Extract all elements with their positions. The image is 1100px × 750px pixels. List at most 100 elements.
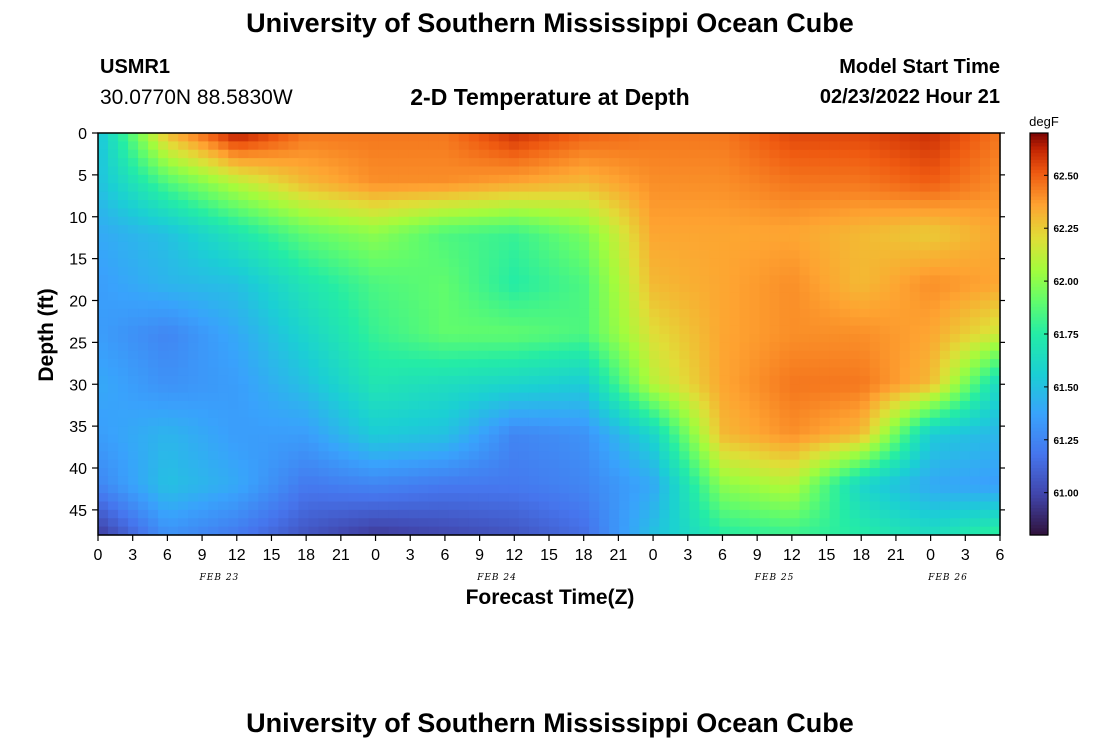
heatmap-cell (599, 183, 610, 193)
heatmap-cell (899, 359, 911, 369)
heatmap-cell (939, 518, 951, 528)
heatmap-cell (719, 509, 730, 519)
heatmap-cell (969, 468, 981, 477)
heatmap-cell (919, 518, 931, 528)
heatmap-cell (939, 275, 951, 285)
heatmap-cell (949, 359, 961, 369)
heatmap-cell (749, 191, 761, 201)
heatmap-cell (939, 141, 951, 151)
heatmap-cell (208, 501, 219, 511)
heatmap-cell (188, 476, 199, 486)
heatmap-cell (538, 459, 550, 469)
heatmap-cell (759, 308, 771, 318)
heatmap-cell (969, 241, 981, 251)
heatmap-cell (428, 258, 440, 268)
heatmap-cell (979, 484, 991, 494)
heatmap-cell (208, 292, 219, 302)
heatmap-cell (148, 409, 159, 419)
heatmap-cell (328, 384, 340, 394)
heatmap-cell (759, 501, 771, 511)
heatmap-cell (498, 459, 510, 469)
heatmap-cell (749, 233, 761, 243)
heatmap-cell (829, 459, 841, 469)
heatmap-cell (148, 459, 159, 469)
colorbar-segment (1030, 344, 1048, 348)
heatmap-cell (979, 267, 991, 276)
heatmap-cell (98, 434, 109, 444)
heatmap-cell (889, 476, 901, 486)
colorbar-segment (1030, 337, 1048, 342)
heatmap-cell (168, 191, 179, 201)
heatmap-cell (959, 476, 971, 486)
heatmap-cell (559, 434, 570, 444)
heatmap-cell (308, 233, 320, 243)
heatmap-cell (679, 417, 690, 427)
heatmap-cell (919, 258, 931, 268)
heatmap-cell (629, 149, 640, 159)
heatmap-cell (699, 426, 710, 436)
heatmap-cell (799, 149, 811, 159)
heatmap-cell (248, 258, 259, 268)
heatmap-cell (358, 501, 370, 511)
heatmap-cell (358, 191, 370, 201)
heatmap-cell (528, 183, 540, 193)
heatmap-cell (518, 384, 530, 394)
heatmap-cell (348, 183, 360, 193)
heatmap-cell (478, 283, 490, 293)
heatmap-cell (559, 267, 570, 276)
heatmap-cell (98, 409, 109, 419)
heatmap-cell (348, 493, 360, 503)
heatmap-cell (819, 459, 831, 469)
heatmap-cell (138, 225, 149, 235)
heatmap-cell (528, 392, 540, 402)
heatmap-cell (919, 451, 931, 461)
heatmap-cell (128, 208, 139, 218)
heatmap-cell (809, 133, 821, 142)
heatmap-cell (889, 459, 901, 469)
heatmap-cell (989, 476, 1001, 486)
heatmap-cell (949, 174, 961, 184)
heatmap-cell (268, 158, 279, 168)
heatmap-cell (679, 401, 690, 410)
heatmap-cell (809, 191, 821, 201)
heatmap-cell (288, 191, 300, 201)
heatmap-cell (438, 409, 450, 419)
heatmap-cell (398, 493, 410, 503)
heatmap-cell (288, 342, 300, 352)
heatmap-cell (178, 526, 189, 536)
heatmap-cell (989, 484, 1001, 494)
heatmap-cell (659, 359, 670, 369)
heatmap-cell (478, 375, 490, 385)
heatmap-cell (368, 191, 380, 201)
heatmap-cell (869, 484, 881, 494)
heatmap-cell (839, 375, 851, 385)
heatmap-cell (569, 133, 580, 142)
heatmap-cell (178, 325, 189, 335)
heatmap-cell (549, 468, 560, 477)
heatmap-cell (238, 342, 249, 352)
heatmap-cell (248, 292, 259, 302)
heatmap-cell (829, 392, 841, 402)
heatmap-cell (589, 509, 600, 519)
heatmap-cell (468, 233, 480, 243)
heatmap-cell (629, 359, 640, 369)
heatmap-cell (208, 509, 219, 519)
heatmap-cell (448, 451, 460, 461)
heatmap-cell (458, 283, 470, 293)
heatmap-cell (388, 241, 400, 251)
heatmap-cell (338, 459, 350, 469)
heatmap-cell (278, 200, 290, 209)
heatmap-cell (488, 384, 500, 394)
heatmap-cell (198, 250, 209, 260)
heatmap-cell (118, 275, 129, 285)
heatmap-cell (889, 434, 901, 444)
heatmap-cell (629, 308, 640, 318)
heatmap-cell (789, 191, 801, 201)
heatmap-cell (108, 158, 119, 168)
heatmap-cell (969, 384, 981, 394)
heatmap-cell (809, 509, 821, 519)
heatmap-cell (248, 350, 259, 360)
heatmap-cell (268, 183, 279, 193)
heatmap-cell (398, 384, 410, 394)
heatmap-cell (438, 392, 450, 402)
